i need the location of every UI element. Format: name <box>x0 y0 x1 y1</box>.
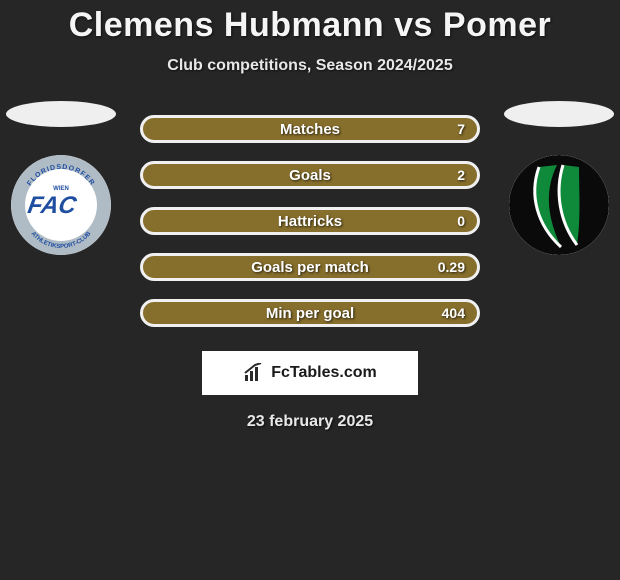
stat-row: Matches 7 <box>140 115 480 143</box>
stat-row: Min per goal 404 <box>140 299 480 327</box>
stat-row-label: Hattricks <box>143 213 477 230</box>
stat-row-value: 404 <box>442 305 465 321</box>
badge-main-text: FAC <box>26 192 79 219</box>
club-badge-right <box>509 155 609 255</box>
content-area: FLORIDSDORFER ATHLETIKSPORT-CLUB FAC WIE… <box>0 115 620 327</box>
branding-box: FcTables.com <box>202 351 418 395</box>
club-badge-left: FLORIDSDORFER ATHLETIKSPORT-CLUB FAC WIE… <box>11 155 111 255</box>
stat-row-label: Goals per match <box>143 259 477 276</box>
fac-badge-icon: FLORIDSDORFER ATHLETIKSPORT-CLUB FAC WIE… <box>11 155 111 255</box>
player-avatar-left <box>6 101 116 127</box>
stat-row-value: 2 <box>457 167 465 183</box>
stat-row-value: 0 <box>457 213 465 229</box>
stat-bars: Matches 7 Goals 2 Hattricks 0 Goals per … <box>140 115 480 327</box>
badge-side-label: WIEN <box>53 186 69 192</box>
left-side: FLORIDSDORFER ATHLETIKSPORT-CLUB FAC WIE… <box>6 101 116 255</box>
player-avatar-right <box>504 101 614 127</box>
stat-row-label: Matches <box>143 121 477 138</box>
page-title: Clemens Hubmann vs Pomer <box>0 6 620 45</box>
branding-text: FcTables.com <box>271 364 377 382</box>
stat-row-label: Goals <box>143 167 477 184</box>
right-side <box>504 101 614 255</box>
stat-row-label: Min per goal <box>143 305 477 322</box>
stat-row: Hattricks 0 <box>140 207 480 235</box>
footer-date: 23 february 2025 <box>0 413 620 431</box>
stat-row-value: 7 <box>457 121 465 137</box>
stat-row-value: 0.29 <box>438 259 465 275</box>
bar-chart-icon <box>243 363 265 383</box>
stat-row: Goals per match 0.29 <box>140 253 480 281</box>
page-subtitle: Club competitions, Season 2024/2025 <box>0 57 620 75</box>
stat-row: Goals 2 <box>140 161 480 189</box>
sv-badge-icon <box>509 155 609 255</box>
